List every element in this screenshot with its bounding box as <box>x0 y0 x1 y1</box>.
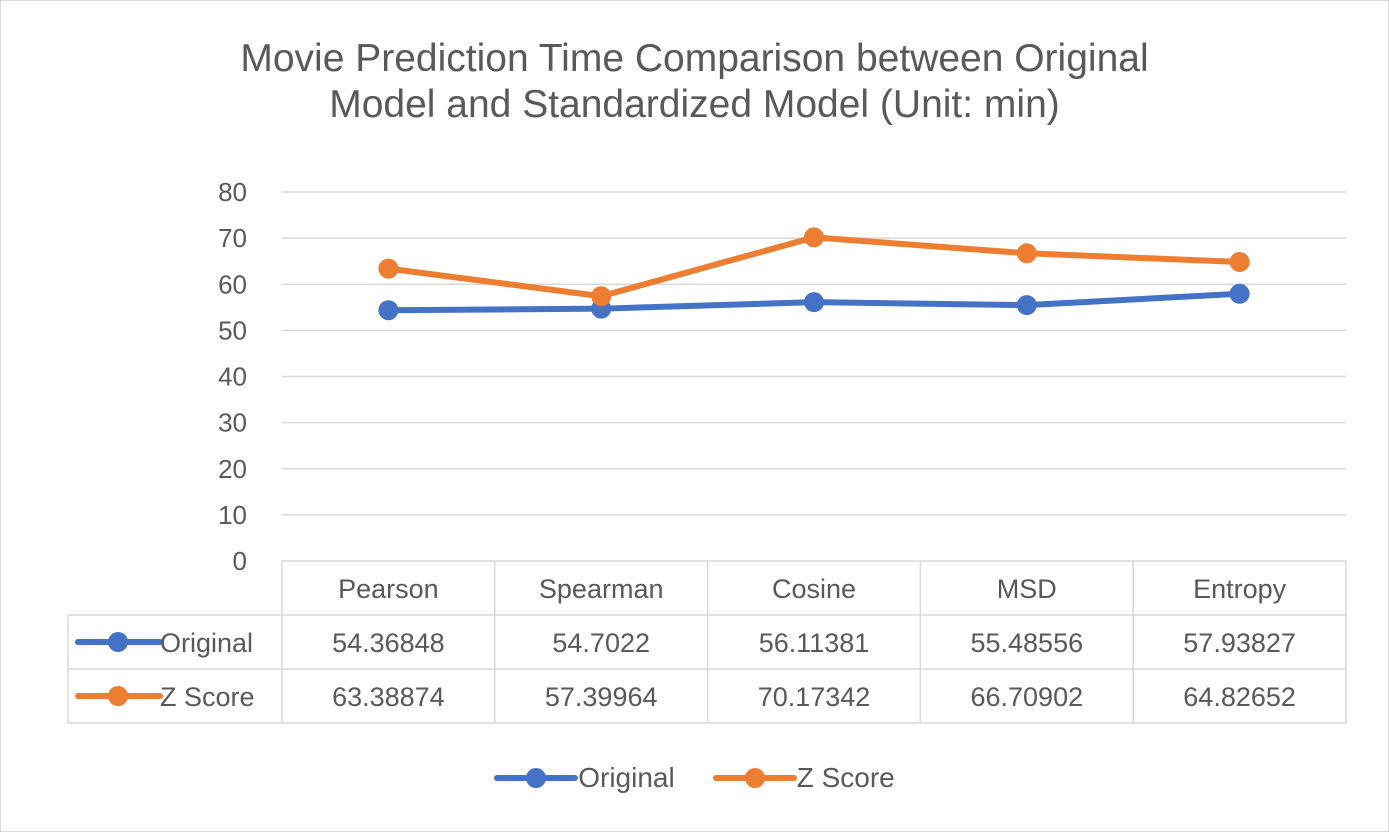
data-table-value: 64.82652 <box>1183 682 1296 712</box>
data-table-value: 63.38874 <box>332 682 445 712</box>
data-point <box>1016 295 1037 316</box>
x-tick-label: Spearman <box>539 574 664 604</box>
y-tick-label: 30 <box>218 408 247 438</box>
y-tick-label: 0 <box>233 546 247 576</box>
data-point <box>804 292 824 313</box>
y-tick-label: 50 <box>218 315 247 345</box>
data-point <box>591 286 612 307</box>
data-point <box>804 227 824 248</box>
table-legend-key-marker <box>108 686 128 706</box>
y-tick-label: 10 <box>218 500 247 530</box>
data-table-value: 66.70902 <box>970 682 1083 712</box>
data-table-value: 57.39964 <box>545 682 658 712</box>
x-tick-label: Entropy <box>1193 574 1287 604</box>
legend-label: Z Score <box>796 762 895 793</box>
legend-label: Original <box>578 762 675 793</box>
legend-item: Original <box>494 762 675 794</box>
y-tick-label: 20 <box>218 454 247 484</box>
chart-title-line-1: Movie Prediction Time Comparison between… <box>240 37 1149 80</box>
legend-key-icon <box>494 768 579 788</box>
data-table-value: 55.48556 <box>970 628 1083 658</box>
y-tick-label: 70 <box>218 223 247 253</box>
x-tick-label: Cosine <box>772 574 856 604</box>
chart-title: Movie Prediction Time Comparison between… <box>0 36 1389 128</box>
chart-title-line-2: Model and Standardized Model (Unit: min) <box>329 83 1060 126</box>
data-table-value: 54.7022 <box>552 628 650 658</box>
data-point <box>1229 251 1250 272</box>
data-table-value: 57.93827 <box>1183 628 1296 658</box>
data-point <box>1016 243 1037 264</box>
legend-key-icon <box>712 768 797 788</box>
legend-item: Z Score <box>712 762 895 794</box>
legend: Original Z Score <box>0 756 1389 800</box>
y-tick-label: 80 <box>218 177 247 207</box>
x-tick-label: Pearson <box>338 574 439 604</box>
table-series-label: Original <box>160 628 253 658</box>
y-tick-label: 40 <box>218 362 247 392</box>
y-tick-label: 60 <box>218 269 247 299</box>
data-point <box>1229 283 1250 304</box>
table-series-label: Z Score <box>160 682 255 712</box>
table-legend-key-marker <box>108 632 128 652</box>
x-tick-label: MSD <box>997 574 1057 604</box>
data-point <box>378 300 399 321</box>
data-table-value: 54.36848 <box>332 628 445 658</box>
data-table-value: 56.11381 <box>759 628 870 658</box>
data-point <box>378 258 399 279</box>
data-table-value: 70.17342 <box>758 682 871 712</box>
